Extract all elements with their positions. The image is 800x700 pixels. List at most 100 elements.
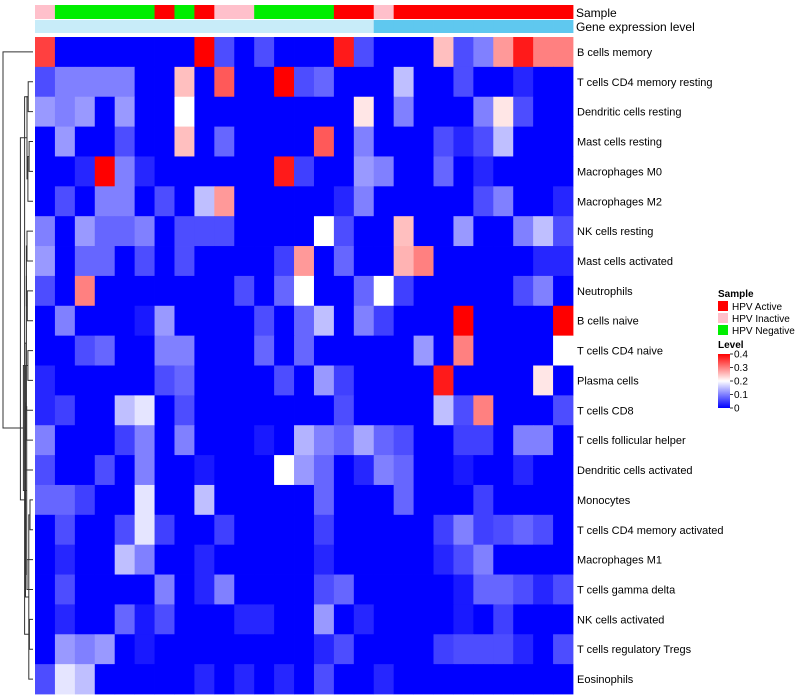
heatmap-cell xyxy=(413,216,434,247)
heatmap-cell xyxy=(393,544,414,575)
heatmap-cell xyxy=(74,604,96,635)
heatmap-cell xyxy=(493,66,514,98)
heatmap-cell xyxy=(393,574,414,605)
heatmap-cell xyxy=(94,514,116,546)
heatmap-cell xyxy=(54,365,76,396)
heatmap-cell xyxy=(114,365,136,396)
heatmap-cell xyxy=(234,455,255,486)
heatmap-cell xyxy=(154,156,175,187)
heatmap-cell xyxy=(553,365,574,396)
row-label: B cells naive xyxy=(577,316,639,328)
heatmap-cell xyxy=(194,634,215,665)
heatmap-cell xyxy=(533,365,554,396)
heatmap-cell xyxy=(194,574,215,605)
sample-annotation-cell xyxy=(393,5,414,19)
heatmap-cell xyxy=(35,455,56,486)
heatmap-cell xyxy=(473,335,494,366)
heatmap-cell xyxy=(234,37,255,68)
heatmap-cell xyxy=(433,425,454,456)
heatmap-cell xyxy=(313,126,335,157)
heatmap-cell xyxy=(94,37,116,68)
gene-level-annotation-cell xyxy=(473,20,494,33)
heatmap-cell xyxy=(353,216,375,247)
heatmap-cell xyxy=(134,604,155,635)
heatmap-cell xyxy=(74,96,96,127)
sample-annotation-cell xyxy=(294,5,315,19)
heatmap-cell xyxy=(94,156,116,187)
heatmap-cell xyxy=(553,246,574,277)
gene-level-annotation-cell xyxy=(35,20,56,33)
heatmap-cell xyxy=(553,126,574,157)
heatmap-cell xyxy=(274,126,295,157)
heatmap-cell xyxy=(174,544,195,575)
heatmap-cell xyxy=(513,455,534,486)
heatmap-cell xyxy=(194,246,215,277)
heatmap-cell xyxy=(154,126,175,157)
heatmap-cell xyxy=(393,275,414,307)
heatmap-cell xyxy=(533,425,554,456)
gene-level-annotation-cell xyxy=(254,20,275,33)
heatmap-cell xyxy=(453,604,474,635)
heatmap-cell xyxy=(313,574,335,605)
heatmap-cell xyxy=(553,634,574,665)
heatmap-cell xyxy=(433,156,454,187)
dendrogram-branch xyxy=(28,618,33,650)
heatmap-cell xyxy=(74,365,96,396)
heatmap-cell xyxy=(393,425,414,456)
legend-sample-swatch xyxy=(718,301,728,311)
heatmap-cell xyxy=(353,126,375,157)
heatmap-cell xyxy=(413,335,434,366)
heatmap-cell xyxy=(413,484,434,516)
dendrogram-branch xyxy=(26,559,33,590)
heatmap-cell xyxy=(493,604,514,635)
dendrogram-branch xyxy=(26,230,33,262)
legend-level-tick-label: 0.3 xyxy=(734,363,748,374)
heatmap-cell xyxy=(274,514,295,546)
heatmap-cell xyxy=(313,514,335,546)
heatmap-cell xyxy=(453,335,474,366)
heatmap-cell xyxy=(234,514,255,546)
heatmap-cell xyxy=(333,664,355,695)
heatmap-cell xyxy=(74,305,96,337)
heatmap-cell xyxy=(94,544,116,575)
heatmap-cell xyxy=(254,275,275,307)
heatmap-cell xyxy=(333,455,355,486)
heatmap-cell xyxy=(473,425,494,456)
heatmap-cell xyxy=(234,634,255,665)
heatmap-cell xyxy=(35,574,56,605)
heatmap-cell xyxy=(373,156,395,187)
heatmap-cell xyxy=(194,305,215,337)
row-label: Mast cells activated xyxy=(577,256,673,268)
heatmap-cell xyxy=(234,664,255,695)
heatmap-cell xyxy=(274,37,295,68)
gene-level-annotation-cell xyxy=(353,20,375,33)
heatmap-cell xyxy=(513,66,534,98)
heatmap-cell xyxy=(234,395,255,426)
gene-level-annotation-cell xyxy=(373,20,395,33)
heatmap-cell xyxy=(214,335,235,366)
heatmap-cell xyxy=(533,574,554,605)
heatmap-cell xyxy=(373,37,395,68)
heatmap-cell xyxy=(154,66,175,98)
legend-sample-title: Sample xyxy=(718,289,754,300)
heatmap-cell xyxy=(194,395,215,426)
heatmap-cell xyxy=(533,246,554,277)
heatmap-cell xyxy=(294,574,315,605)
sample-annotation-cell xyxy=(553,5,574,19)
heatmap-cell xyxy=(194,216,215,247)
heatmap-cell xyxy=(114,66,136,98)
sample-annotation-label: Sample xyxy=(576,6,617,20)
heatmap-cell xyxy=(214,305,235,337)
heatmap-cell xyxy=(533,664,554,695)
heatmap-cell xyxy=(214,275,235,307)
heatmap-cell xyxy=(493,484,514,516)
heatmap-cell xyxy=(393,216,414,247)
heatmap-cell xyxy=(74,574,96,605)
heatmap-cell xyxy=(413,246,434,277)
heatmap-cell xyxy=(413,126,434,157)
heatmap-cell xyxy=(54,604,76,635)
heatmap-cell xyxy=(35,66,56,98)
heatmap-cell xyxy=(553,216,574,247)
heatmap-cell xyxy=(194,37,215,68)
heatmap-cell xyxy=(533,275,554,307)
